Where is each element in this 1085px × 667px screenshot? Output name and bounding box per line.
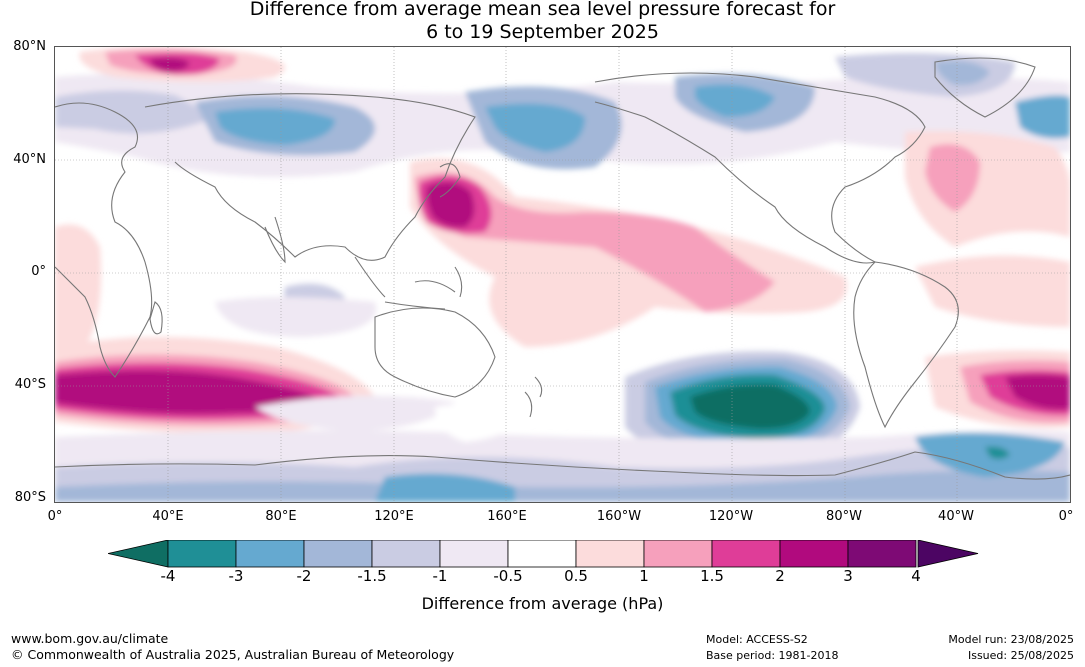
lat-label-80s: 80°S	[14, 490, 46, 505]
lon-label-120w: 120°W	[708, 509, 754, 524]
lat-label-equator: 0°	[31, 264, 46, 279]
lon-label-120e: 120°E	[374, 509, 414, 524]
colorbar-tick-label: 1	[639, 567, 649, 585]
footer-issued: Issued: 25/08/2025	[967, 649, 1074, 662]
map-svg	[55, 47, 1070, 502]
footer-model: Model: ACCESS-S2	[706, 633, 808, 646]
colorbar-tick-label: 0.5	[564, 567, 588, 585]
colorbar-tick-label: 1.5	[700, 567, 724, 585]
colorbar-cell	[507, 540, 577, 568]
lon-label-0: 0°	[47, 509, 63, 524]
lon-label-0-end: 0°	[1058, 509, 1074, 524]
anomaly-field	[55, 47, 1070, 502]
lat-label-40s: 40°S	[14, 377, 46, 392]
colorbar-cell	[235, 540, 305, 568]
lat-label-80n: 80°N	[13, 39, 46, 54]
colorbar-tick-label: 2	[775, 567, 785, 585]
title-line-1: Difference from average mean sea level p…	[249, 0, 836, 20]
colorbar-arrow-left	[108, 540, 169, 568]
colorbar-cell	[371, 540, 441, 568]
colorbar-tick-label: -0.5	[493, 567, 523, 585]
footer-model-run: Model run: 23/08/2025	[948, 633, 1074, 646]
colorbar-cell	[167, 540, 237, 568]
lon-label-40w: 40°W	[938, 509, 974, 524]
colorbar-cell	[643, 540, 713, 568]
colorbar-arrow-right	[917, 540, 979, 568]
pressure-anomaly-map	[54, 46, 1071, 503]
colorbar-tick-label: 4	[911, 567, 921, 585]
title-line-2: 6 to 19 September 2025	[426, 21, 659, 43]
lon-label-80e: 80°E	[265, 509, 297, 524]
lat-label-40n: 40°N	[13, 152, 46, 167]
colorbar-cell	[779, 540, 849, 568]
colorbar-tick-label: -2	[296, 567, 312, 585]
colorbar-cell	[575, 540, 645, 568]
colorbar-cell	[303, 540, 373, 568]
colorbar-cell	[847, 540, 917, 568]
colorbar-tick-label: -4	[160, 567, 176, 585]
colorbar	[108, 540, 979, 568]
colorbar-tick-label: -1	[432, 567, 448, 585]
colorbar-cell	[439, 540, 509, 568]
footer-url: www.bom.gov.au/climate	[11, 631, 169, 646]
lon-label-80w: 80°W	[826, 509, 862, 524]
footer-base-period: Base period: 1981-2018	[706, 649, 839, 662]
footer-copyright: © Commonwealth of Australia 2025, Austra…	[11, 647, 455, 662]
colorbar-cell	[711, 540, 781, 568]
colorbar-tick-label: -3	[228, 567, 244, 585]
colorbar-label: Difference from average (hPa)	[421, 594, 664, 613]
lon-label-40e: 40°E	[152, 509, 184, 524]
colorbar-tick-label: -1.5	[357, 567, 387, 585]
lon-label-160e: 160°E	[487, 509, 527, 524]
coastlines	[55, 57, 1070, 480]
lon-label-160w: 160°W	[596, 509, 642, 524]
colorbar-tick-label: 3	[843, 567, 853, 585]
graticule	[55, 47, 1070, 502]
